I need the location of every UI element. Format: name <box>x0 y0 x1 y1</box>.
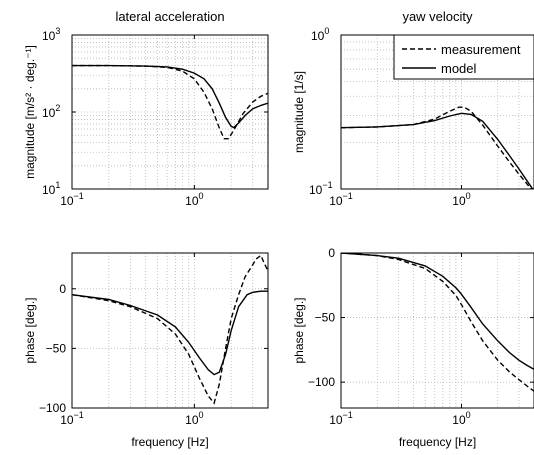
y-axis-label: magnitude [m/s² · deg.⁻¹] <box>23 45 37 179</box>
y-axis-label: magnitude [1/s] <box>292 71 306 153</box>
x-tick-label: 100 <box>452 410 470 427</box>
lat-phase-panel: 10−1 100 0 −50 −100 frequency [Hz] phase [deg.… <box>23 252 269 449</box>
y-axis-label: phase [deg.] <box>292 297 306 363</box>
grid <box>71 253 269 409</box>
x-tick-label: 10−1 <box>60 410 84 427</box>
x-tick-label: 10−1 <box>60 191 84 208</box>
series-line-dashed <box>72 64 268 140</box>
panel-title: yaw velocity <box>402 9 473 24</box>
y-tick-label: −100 <box>308 375 335 389</box>
y-tick-label: 101 <box>42 180 60 197</box>
grid <box>340 252 534 408</box>
yaw-phase-panel: 10−1 100 0 −50 −100 frequency [Hz] phase [deg.… <box>292 246 534 449</box>
y-tick-label: 100 <box>311 26 329 43</box>
x-tick-label: 100 <box>185 191 203 208</box>
series-line-dashed <box>341 253 534 392</box>
lat-mag-panel: 10−1 100 101 102 103 lateral acceleration magn… <box>23 9 269 208</box>
x-tick-label: 10−1 <box>329 410 353 427</box>
axes-box <box>71 252 269 409</box>
y-tick-label: −50 <box>46 341 67 355</box>
legend-label: model <box>441 61 477 76</box>
x-axis-label: frequency [Hz] <box>131 435 208 449</box>
y-axis-label: phase [deg.] <box>23 297 37 363</box>
y-tick-label: −100 <box>39 401 66 415</box>
legend-label: measurement <box>441 42 521 57</box>
y-tick-label: 0 <box>59 282 66 296</box>
x-tick-label: 10−1 <box>329 191 353 208</box>
y-tick-label: −50 <box>315 311 336 325</box>
series-line-solid <box>341 253 534 370</box>
legend: measurement model <box>393 34 534 80</box>
x-tick-label: 100 <box>185 410 203 427</box>
series-line-dashed <box>72 254 268 405</box>
yaw-mag-panel: 10−1 100 10−1 100 yaw velocity magnitude [1/s… <box>292 9 534 208</box>
series-line-solid <box>72 290 268 376</box>
y-tick-label: 0 <box>328 246 335 260</box>
x-axis-label: frequency [Hz] <box>399 435 476 449</box>
axes-box <box>71 34 269 190</box>
legend-box <box>393 34 534 80</box>
series-line-solid <box>72 64 268 129</box>
series-line-solid <box>341 112 534 189</box>
grid <box>71 35 269 190</box>
panel-title: lateral acceleration <box>115 9 224 24</box>
x-tick-label: 100 <box>452 191 470 208</box>
axes-box <box>340 252 534 409</box>
y-tick-label: 102 <box>42 103 60 120</box>
y-tick-label: 10−1 <box>309 180 333 197</box>
y-tick-label: 103 <box>42 26 60 43</box>
